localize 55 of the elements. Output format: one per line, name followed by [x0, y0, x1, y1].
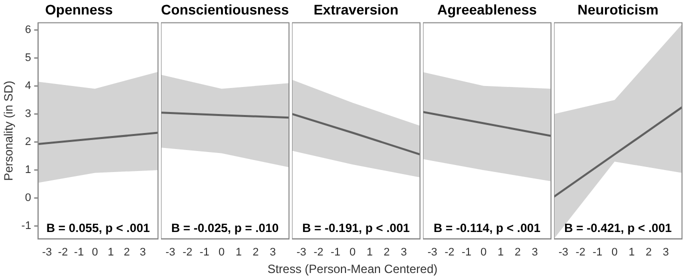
x-axis-title: Stress (Person-Mean Centered)	[266, 262, 439, 276]
x-tick-label: -1	[74, 246, 84, 258]
x-tick-label: 2	[514, 246, 521, 258]
x-tick-label: 3	[400, 246, 407, 258]
x-tick-label: 0	[350, 246, 356, 258]
x-tick-label: -2	[314, 246, 324, 258]
annotation: B = -0.421, p < .001	[564, 221, 672, 236]
x-tick-label: 1	[498, 246, 504, 258]
y-axis-title: Personality (in SD)	[2, 80, 16, 181]
x-tick-label: 3	[140, 246, 146, 258]
y-tick-label: 3	[25, 108, 32, 120]
x-tick-label: 1	[236, 246, 242, 258]
chart-title: Openness	[45, 1, 114, 18]
x-tick-label: 0	[480, 246, 487, 258]
x-tick-label: -3	[165, 246, 176, 258]
x-tick-label: -2	[182, 246, 192, 258]
x-tick-label: -1	[592, 246, 602, 258]
x-tick-label: -2	[444, 246, 454, 258]
x-tick-label: 1	[366, 246, 373, 258]
x-tick-label: 2	[646, 246, 652, 258]
annotation: B = 0.055, p < .001	[46, 221, 150, 236]
x-tick-label: 3	[662, 246, 669, 258]
chart-title: Neuroticism	[578, 1, 658, 18]
chart-title: Agreeableness	[437, 1, 538, 18]
chart-title: Conscientiousness	[161, 1, 290, 18]
x-tick-label: -1	[330, 246, 340, 258]
x-tick-label: 3	[270, 246, 276, 258]
y-tick-label: 6	[25, 24, 32, 36]
x-tick-label: 1	[628, 246, 635, 258]
x-tick-label: 2	[384, 246, 390, 258]
y-tick-label: 0	[25, 192, 32, 204]
x-tick-label: -3	[427, 246, 438, 258]
x-tick-label: 2	[252, 246, 259, 258]
chart-title: Extraversion	[314, 1, 398, 18]
annotation: B = -0.191, p < .001	[302, 221, 410, 236]
x-tick-label: -1	[200, 246, 210, 258]
x-tick-label: -1	[462, 246, 472, 258]
x-tick-label: -3	[296, 246, 306, 258]
x-tick-label: -3	[558, 246, 568, 258]
y-tick-label: 2	[25, 136, 32, 148]
y-tick-label: -1	[21, 220, 32, 232]
x-tick-label: 0	[612, 246, 618, 258]
x-tick-label: 0	[218, 246, 225, 258]
y-tick-label: 1	[25, 164, 32, 176]
y-tick-label: 5	[25, 52, 32, 64]
y-tick-label: 4	[25, 80, 32, 92]
x-tick-label: 3	[532, 246, 538, 258]
x-tick-label: -2	[576, 246, 586, 258]
x-tick-label: 0	[92, 246, 98, 258]
annotation: B = -0.025, p = .010	[171, 221, 280, 236]
x-tick-label: -2	[58, 246, 68, 258]
annotation: B = -0.114, p < .001	[434, 221, 541, 236]
x-tick-label: -3	[42, 246, 52, 258]
x-tick-label: 2	[124, 246, 130, 258]
x-tick-label: 1	[108, 246, 114, 258]
